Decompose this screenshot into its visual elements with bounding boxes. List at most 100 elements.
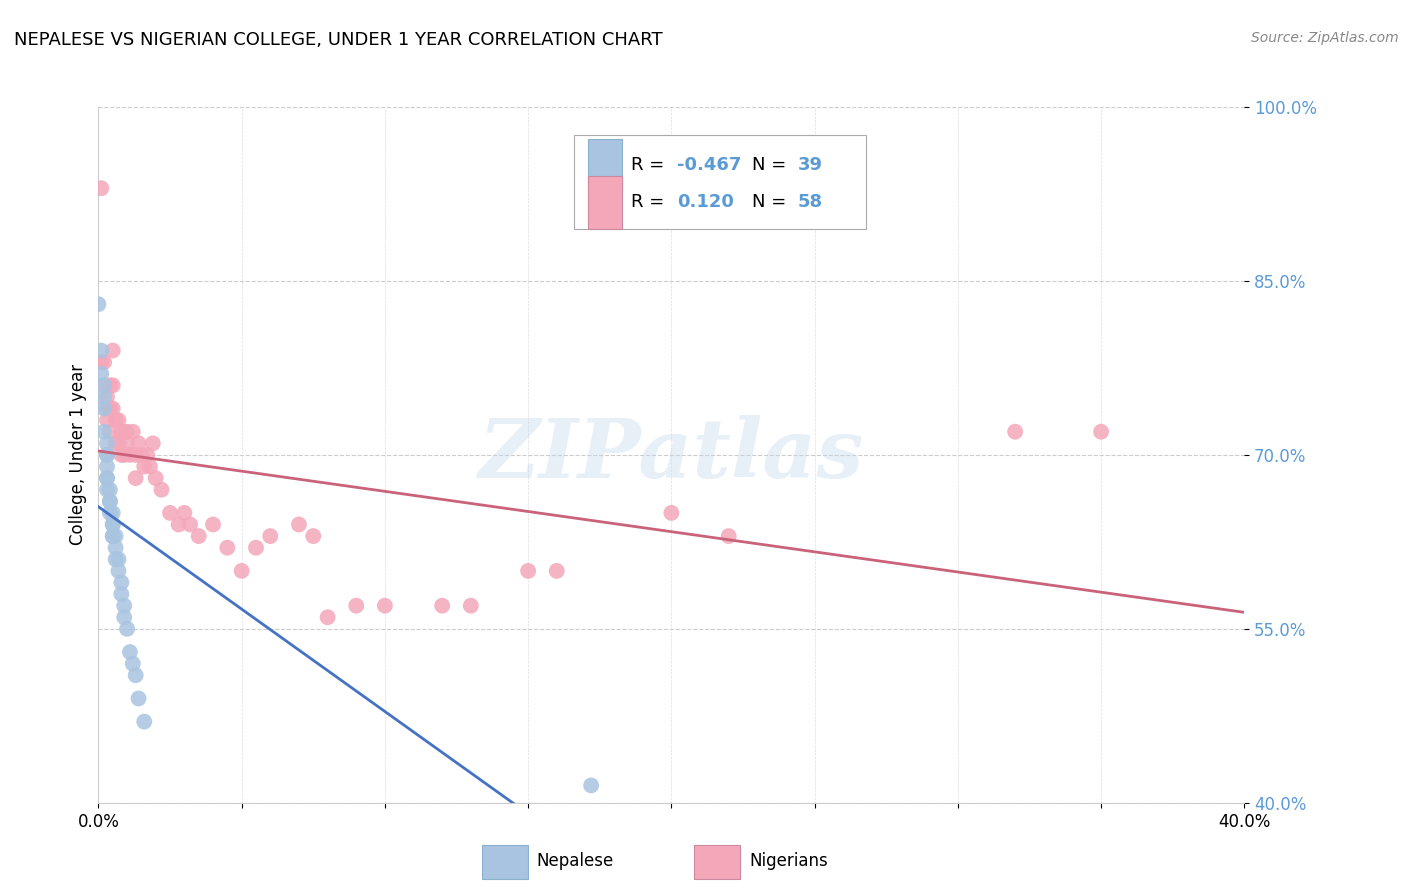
Point <box>1004 425 1026 439</box>
Point <box>112 425 135 439</box>
Point <box>118 448 141 462</box>
Point <box>98 425 121 439</box>
Point <box>96 483 118 497</box>
Point <box>101 517 124 532</box>
Text: 39: 39 <box>797 156 823 174</box>
Point <box>159 506 181 520</box>
Point <box>101 529 124 543</box>
Text: N =: N = <box>752 194 792 211</box>
Point <box>104 529 127 543</box>
Point <box>187 529 209 543</box>
Point <box>96 401 118 416</box>
Point <box>110 425 132 439</box>
Point <box>96 413 118 427</box>
Point <box>104 413 127 427</box>
Point <box>460 599 482 613</box>
Point <box>302 529 325 543</box>
Point <box>118 645 141 659</box>
Point <box>145 471 167 485</box>
Point <box>101 506 124 520</box>
Point <box>96 471 118 485</box>
Point <box>107 436 129 450</box>
Text: Source: ZipAtlas.com: Source: ZipAtlas.com <box>1251 31 1399 45</box>
Point <box>96 459 118 474</box>
Point <box>112 599 135 613</box>
Point <box>101 529 124 543</box>
Point <box>96 448 118 462</box>
Point <box>96 471 118 485</box>
Point <box>96 436 118 450</box>
Point <box>344 599 367 613</box>
Point <box>104 541 127 555</box>
Text: Nigerians: Nigerians <box>749 852 828 870</box>
Point <box>231 564 253 578</box>
Point <box>288 517 311 532</box>
Point <box>93 401 115 416</box>
Text: R =: R = <box>631 156 671 174</box>
Point <box>101 343 124 358</box>
Point <box>179 517 201 532</box>
Point <box>96 448 118 462</box>
Text: NEPALESE VS NIGERIAN COLLEGE, UNDER 1 YEAR CORRELATION CHART: NEPALESE VS NIGERIAN COLLEGE, UNDER 1 YE… <box>14 31 662 49</box>
Point <box>112 610 135 624</box>
Point <box>717 529 740 543</box>
Point <box>139 459 162 474</box>
Point <box>150 483 173 497</box>
Point <box>101 401 124 416</box>
Point <box>134 459 156 474</box>
Point <box>374 599 396 613</box>
Point <box>98 483 121 497</box>
Point <box>121 657 143 671</box>
Point <box>115 436 138 450</box>
Point <box>87 297 110 311</box>
Point <box>167 517 190 532</box>
Point <box>93 355 115 369</box>
Point <box>430 599 453 613</box>
Point <box>124 668 146 682</box>
Point <box>517 564 540 578</box>
Point <box>98 401 121 416</box>
FancyBboxPatch shape <box>574 135 866 229</box>
Point <box>101 378 124 392</box>
Point <box>93 378 115 392</box>
Text: -0.467: -0.467 <box>678 156 741 174</box>
Text: R =: R = <box>631 194 676 211</box>
Point <box>90 367 112 381</box>
Point <box>90 343 112 358</box>
Point <box>107 413 129 427</box>
Point <box>90 355 112 369</box>
Point <box>115 425 138 439</box>
Point <box>93 425 115 439</box>
Point <box>316 610 339 624</box>
Point <box>93 378 115 392</box>
Point <box>124 471 146 485</box>
Point <box>101 517 124 532</box>
Point <box>107 552 129 566</box>
Bar <box>588 139 621 191</box>
Point <box>142 436 165 450</box>
Text: ZIPatlas: ZIPatlas <box>478 415 865 495</box>
Point <box>110 587 132 601</box>
Point <box>546 564 568 578</box>
Point <box>98 378 121 392</box>
Point <box>104 436 127 450</box>
Point <box>661 506 683 520</box>
Point <box>90 181 112 195</box>
Bar <box>588 177 621 228</box>
Point <box>110 448 132 462</box>
Point <box>173 506 195 520</box>
Point <box>121 425 143 439</box>
Point <box>93 390 115 404</box>
Text: 58: 58 <box>797 194 823 211</box>
Point <box>136 448 159 462</box>
Point <box>98 506 121 520</box>
Point <box>579 779 602 793</box>
Point <box>98 494 121 508</box>
Point <box>104 552 127 566</box>
Point <box>115 622 138 636</box>
Point <box>96 390 118 404</box>
Point <box>1090 425 1112 439</box>
Point <box>124 448 146 462</box>
Point <box>259 529 281 543</box>
Point <box>128 691 150 706</box>
